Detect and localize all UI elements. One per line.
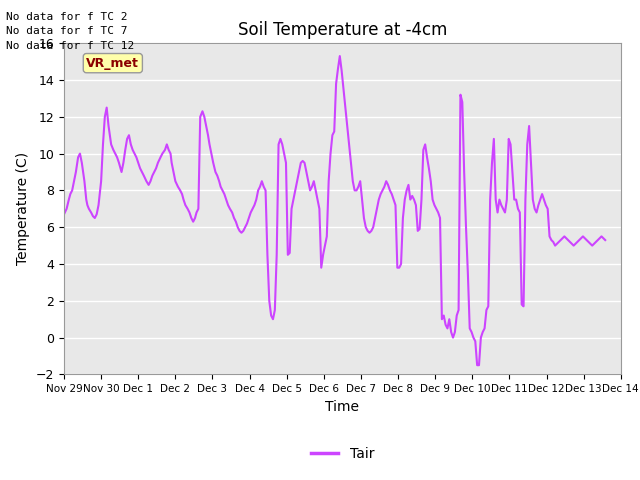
Text: No data for f TC 12: No data for f TC 12 [6,41,134,51]
Title: Soil Temperature at -4cm: Soil Temperature at -4cm [237,21,447,39]
Text: No data for f TC 2: No data for f TC 2 [6,12,128,22]
Text: VR_met: VR_met [86,57,140,70]
Y-axis label: Temperature (C): Temperature (C) [17,152,30,265]
Text: No data for f TC 7: No data for f TC 7 [6,26,128,36]
Legend: Tair: Tair [305,442,380,467]
X-axis label: Time: Time [325,400,360,414]
